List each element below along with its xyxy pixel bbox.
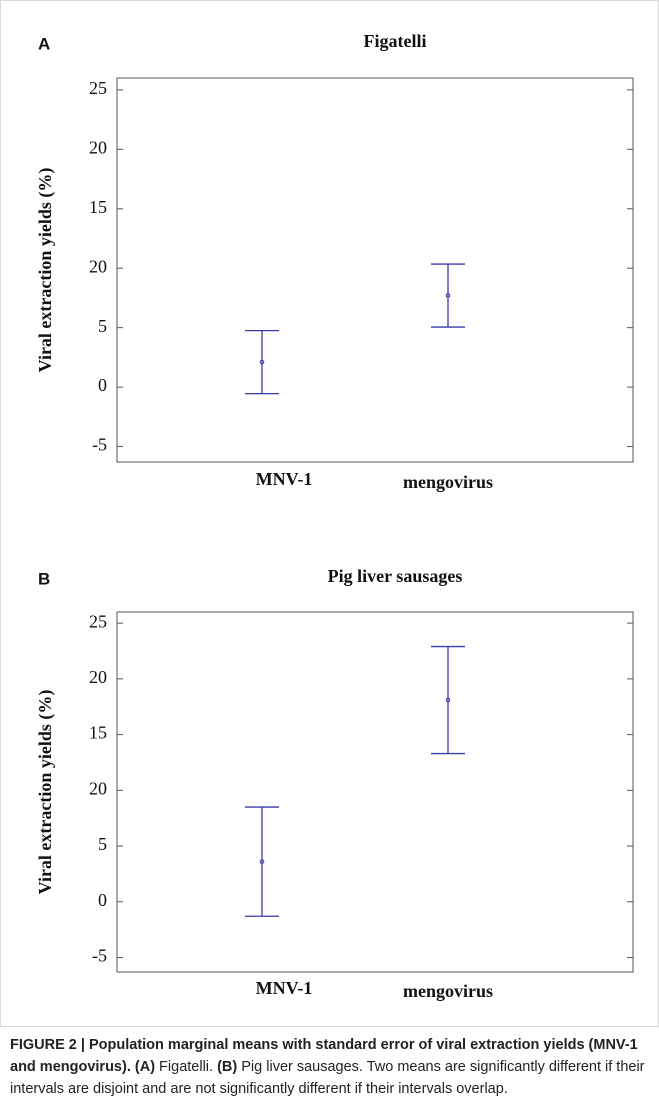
panel-label: A [38,34,50,53]
caption-text: FIGURE 2 | Population marginal means wit… [10,1037,642,1075]
caption-text: Pig liver sausages. Two means are signif… [10,1059,649,1097]
panel-label: B [38,569,50,588]
y-tick-label: 0 [98,890,107,910]
mean-point [259,859,265,864]
mean-point [445,697,451,703]
y-tick-label: 25 [89,78,107,98]
x-tick-label: MNV-1 [256,978,313,998]
y-tick-label: 20 [89,256,107,276]
mean-point [259,359,265,365]
y-tick-label: 5 [98,834,107,854]
y-tick-label: -5 [92,435,107,455]
caption-text: (B) [217,1059,238,1075]
x-tick-label: mengovirus [403,981,493,1001]
figure: A Figatelli Viral extraction yields (%) 25 2… [0,0,659,1027]
y-axis-title: Viral extraction yields (%) [35,690,56,895]
y-tick-label: 20 [89,778,107,798]
y-tick-label: 25 [89,611,107,631]
y-axis-title: Viral extraction yields (%) [35,168,56,373]
y-tick-label: 5 [98,316,107,336]
plot-frame [116,611,634,973]
mean-point [445,293,451,298]
chart-title: Pig liver sausages [328,566,463,586]
y-tick-label: -5 [92,946,107,966]
x-tick-label: MNV-1 [256,469,313,489]
y-tick-label: 15 [89,723,107,743]
y-tick-label: 20 [89,667,107,687]
x-tick-label: mengovirus [403,472,493,492]
y-tick-label: 0 [98,375,107,395]
y-tick-label: 20 [89,137,107,157]
caption-text: Figatelli. [155,1059,218,1075]
plot-frame [116,77,634,463]
caption-text: (A) [134,1059,156,1075]
chart-title: Figatelli [364,31,427,51]
caption: FIGURE 2 | Population marginal means wit… [10,1034,650,1100]
y-tick-label: 15 [89,197,107,217]
